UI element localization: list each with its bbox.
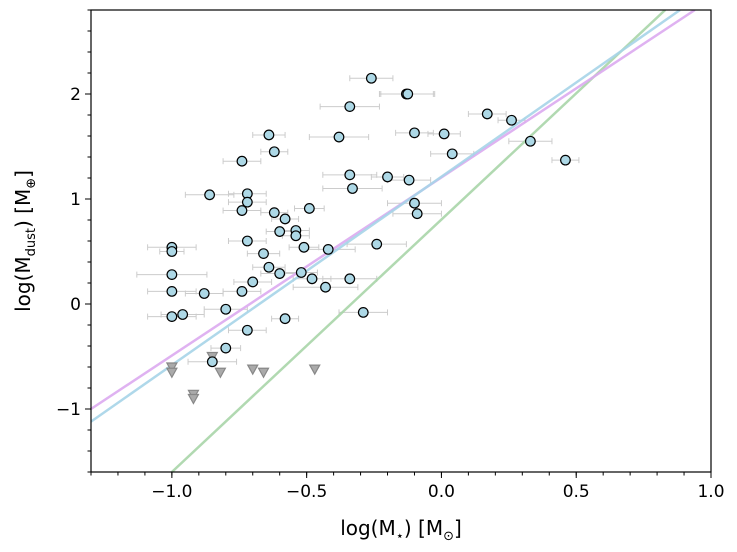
data-point — [365, 72, 377, 84]
data-point — [268, 207, 280, 219]
data-point — [481, 108, 493, 120]
data-point — [320, 281, 331, 293]
upper-limit-marker — [246, 364, 259, 376]
plot-frame — [90, 9, 712, 473]
x-tick-label: 0.0 — [428, 482, 455, 502]
data-point — [198, 288, 210, 299]
data-point — [298, 241, 310, 253]
x-axis-label: log(M⋆) [M⊙] — [340, 516, 462, 544]
fit-line — [171, 10, 667, 472]
axis-ticks: −1.0 −0.5 0.0 0.5 1.0 −1 0 1 2 — [56, 9, 725, 502]
upper-limit-marker — [165, 362, 178, 374]
data-point — [206, 356, 218, 368]
data-point — [524, 135, 536, 147]
fit-line — [91, 10, 681, 423]
data-point — [166, 311, 178, 323]
data-point — [506, 114, 517, 126]
data-point — [241, 235, 253, 247]
data-point — [344, 101, 356, 112]
data-point — [241, 324, 253, 336]
data-point — [403, 174, 415, 186]
data-point — [263, 261, 275, 273]
data-point — [438, 128, 450, 140]
data-point — [241, 196, 253, 208]
data-point — [344, 169, 356, 181]
data-point — [258, 248, 269, 260]
plot-marks — [91, 10, 696, 472]
data-point — [220, 342, 232, 354]
data-point — [409, 197, 420, 209]
data-point — [236, 286, 248, 297]
x-tick-label: 0.5 — [563, 482, 590, 502]
data-point — [446, 148, 458, 160]
plot-area — [91, 10, 696, 472]
data-point — [306, 273, 318, 285]
data-point — [411, 208, 423, 220]
data-point — [268, 146, 280, 158]
y-tick-label: 2 — [70, 85, 81, 105]
upper-limit-marker — [165, 367, 178, 379]
data-point — [402, 88, 414, 100]
data-point — [274, 268, 286, 279]
data-point — [290, 230, 302, 242]
data-point — [371, 238, 383, 250]
x-tick-label: −1.0 — [151, 482, 192, 502]
data-point — [166, 286, 178, 297]
data-point — [236, 205, 248, 216]
upper-limit-marker — [214, 367, 227, 379]
upper-limit-marker — [257, 367, 270, 379]
y-tick-label: −1 — [56, 400, 81, 420]
data-point — [322, 243, 334, 255]
upper-limit-marker — [308, 364, 321, 376]
data-point — [357, 307, 369, 318]
data-point — [274, 226, 286, 237]
data-point — [166, 246, 178, 257]
data-point — [279, 313, 291, 325]
x-tick-label: −0.5 — [286, 482, 327, 502]
data-point — [177, 309, 189, 320]
data-point — [220, 303, 232, 315]
data-point — [236, 155, 248, 167]
data-point — [347, 183, 358, 194]
data-point — [333, 131, 345, 143]
x-tick-label: 1.0 — [697, 482, 724, 502]
data-point — [344, 273, 356, 285]
y-axis-label: log(Mdust) [M⊕] — [11, 170, 39, 312]
data-point — [263, 129, 275, 141]
data-point — [166, 269, 178, 281]
data-point — [382, 171, 393, 183]
data-point — [409, 127, 420, 139]
data-point — [303, 203, 315, 214]
upper-limit-marker — [187, 393, 200, 405]
data-point — [279, 213, 291, 225]
data-point — [204, 189, 216, 201]
y-tick-label: 1 — [70, 190, 81, 210]
data-point — [560, 154, 571, 166]
data-point — [295, 267, 307, 278]
y-tick-label: 0 — [70, 295, 81, 315]
data-point — [247, 276, 259, 288]
